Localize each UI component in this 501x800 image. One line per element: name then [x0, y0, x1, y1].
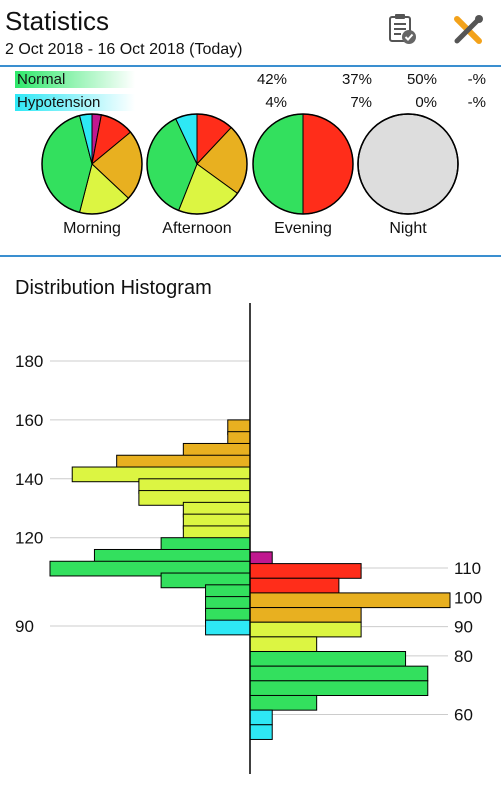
- distribution-histogram: 180 160 140 120 90 110 100 90 80 60: [15, 303, 482, 774]
- pie-slice-evening-0: [302, 113, 354, 215]
- right-histogram-bar: [249, 680, 429, 697]
- hypotension-morning-value: 4%: [265, 94, 287, 111]
- right-histogram-bar: [249, 621, 362, 638]
- header-divider: [0, 65, 501, 67]
- left-tick-label: 160: [15, 411, 43, 430]
- pie-slice-evening-1: [252, 113, 304, 215]
- date-range: 2 Oct 2018 - 16 Oct 2018 (Today): [5, 41, 243, 58]
- normal-evening-value: 50%: [406, 71, 437, 88]
- pie-label-morning: Morning: [63, 220, 121, 237]
- pie-charts: [41, 113, 459, 215]
- pie-label-afternoon: Afternoon: [162, 220, 232, 237]
- legend-hypotension-label: Hypotension: [15, 94, 165, 111]
- clipboard-check-icon[interactable]: [384, 12, 420, 48]
- right-tick-label: 80: [454, 647, 473, 666]
- right-histogram-bar: [249, 724, 273, 740]
- normal-morning-value: 42%: [256, 71, 287, 88]
- right-tick-label: 60: [454, 706, 473, 725]
- pie-label-night: Night: [389, 220, 427, 237]
- right-histogram-bar: [249, 636, 318, 653]
- right-histogram-bar: [249, 709, 273, 726]
- pie-outline-night: [357, 113, 459, 215]
- pie-outline-afternoon: [146, 113, 248, 215]
- left-tick-label: 90: [15, 617, 34, 636]
- legend-normal-label: Normal: [15, 71, 165, 88]
- page-title: Statistics: [5, 6, 110, 36]
- section-divider: [0, 255, 501, 257]
- normal-night-value: -%: [467, 71, 486, 88]
- pie-outline-evening: [252, 113, 354, 215]
- left-histogram-bar: [205, 619, 251, 636]
- histogram-title: Distribution Histogram: [15, 277, 212, 299]
- left-tick-label: 180: [15, 352, 43, 371]
- left-tick-label: 140: [15, 470, 43, 489]
- right-histogram-bar: [249, 651, 407, 667]
- right-histogram-bar: [249, 694, 318, 711]
- hypotension-night-value: -%: [467, 94, 486, 111]
- right-tick-label: 100: [454, 588, 482, 607]
- hypotension-afternoon-value: 7%: [350, 94, 372, 111]
- hypotension-evening-value: 0%: [415, 94, 437, 111]
- tools-icon[interactable]: [450, 12, 486, 48]
- right-histogram-bar: [249, 592, 451, 609]
- right-histogram-bar: [249, 577, 340, 594]
- left-tick-label: 120: [15, 529, 43, 548]
- pie-label-evening: Evening: [274, 220, 332, 237]
- right-histogram-bar: [249, 607, 362, 623]
- right-tick-label: 90: [454, 618, 473, 637]
- normal-afternoon-value: 37%: [341, 71, 372, 88]
- pie-outline-morning: [41, 113, 143, 215]
- right-histogram-bar: [249, 563, 362, 579]
- right-histogram-bar: [249, 665, 429, 682]
- right-tick-label: 110: [454, 559, 481, 578]
